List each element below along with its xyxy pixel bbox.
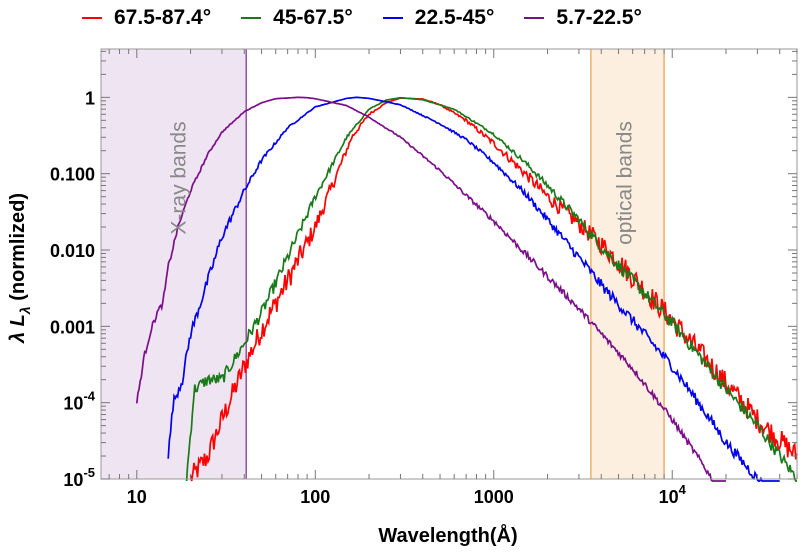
series-line-0 — [189, 97, 798, 482]
series-line-1 — [185, 96, 797, 482]
y-tick-label: 1 — [85, 88, 95, 108]
x-tick-label: 1000 — [474, 487, 514, 507]
series-line-2 — [167, 96, 780, 482]
x-tick-label: 100 — [300, 487, 330, 507]
legend-swatch-green — [241, 17, 262, 19]
band-label-1: optical bands — [613, 121, 636, 245]
band-label-layer: X-ray bands optical bands — [168, 121, 637, 245]
y-tick-label: 0.010 — [50, 241, 95, 261]
band-label-0: X-ray bands — [168, 121, 191, 234]
band-region-1 — [590, 49, 665, 479]
y-tick-label: 10-4 — [63, 389, 95, 414]
y-axis-title-tail: (normlized) — [7, 193, 29, 306]
frame-layer — [100, 48, 798, 480]
legend-item-series-4: 5.7-22.5° — [524, 6, 642, 30]
y-axis-title-subscript: λ — [17, 306, 33, 315]
x-tick-label: 10 — [127, 487, 147, 507]
legend-label: 5.7-22.5° — [556, 6, 642, 29]
legend-swatch-purple — [524, 17, 545, 19]
y-axis-title-main: λ L — [7, 314, 29, 344]
y-axis-title: λ Lλ (normlized) — [7, 193, 33, 344]
legend-label: 45-67.5° — [273, 6, 353, 29]
bands-layer — [101, 49, 665, 479]
y-tick-label: 10-5 — [63, 465, 95, 490]
legend-swatch-red — [82, 17, 102, 19]
series-layer — [135, 96, 798, 482]
legend-item-series-2: 45-67.5° — [241, 6, 353, 30]
legend: 67.5-87.4° 45-67.5° 22.5-45° 5.7-22.5° — [82, 6, 672, 30]
legend-swatch-blue — [382, 17, 403, 19]
y-tick-label: 0.001 — [50, 317, 95, 337]
legend-item-series-3: 22.5-45° — [382, 6, 495, 30]
legend-label: 22.5-45° — [414, 6, 495, 29]
x-axis-title: Wavelength(Å) — [378, 523, 517, 547]
plot-frame — [100, 48, 798, 480]
y-tick-label: 0.100 — [50, 165, 95, 185]
legend-item-series-1: 67.5-87.4° — [82, 6, 211, 30]
series-line-3 — [135, 96, 726, 482]
x-tick-label: 104 — [659, 482, 687, 507]
axis-layer: 10 100 1000 104 1 0.100 0.010 0.001 10-4 10-5 — [50, 49, 798, 507]
legend-label: 67.5-87.4° — [114, 6, 212, 29]
